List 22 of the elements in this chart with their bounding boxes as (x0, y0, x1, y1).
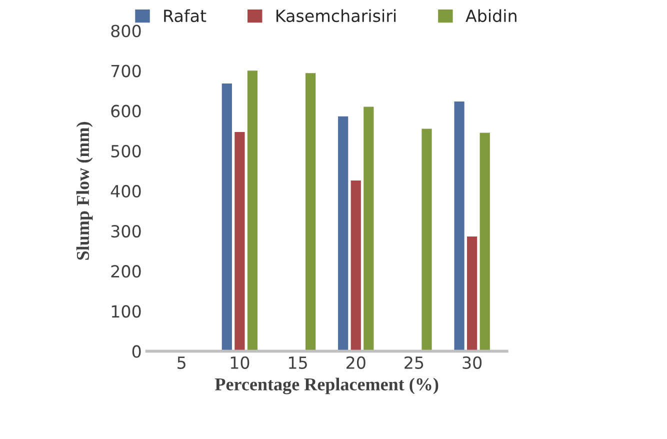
x-tick-label: 5 (178, 356, 186, 369)
y-tick-label: 200 (111, 265, 141, 278)
x-tick-label: 25 (404, 356, 424, 369)
legend-label: Kasemcharisiri (276, 9, 396, 22)
bar (420, 127, 434, 352)
y-tick-label: 300 (111, 224, 141, 238)
y-tick-label: 500 (111, 144, 141, 158)
y-tick-label: 800 (111, 24, 141, 38)
bar (304, 72, 318, 352)
x-tick-label: 15 (289, 356, 307, 369)
y-tick-label: 100 (112, 305, 141, 318)
y-axis-title: Slump Flow (mm) (76, 122, 93, 260)
x-axis-title: Percentage Replacement (%) (215, 378, 438, 394)
y-tick-label: 400 (110, 184, 141, 198)
x-tick-label: 10 (230, 356, 250, 369)
y-tick-label: 700 (111, 64, 141, 78)
legend-label: Rafat (164, 9, 206, 22)
y-tick-label: 600 (111, 104, 141, 118)
legend-label: Abidin (466, 9, 516, 22)
x-tick-label: 30 (462, 356, 482, 369)
y-tick-label: 0 (132, 345, 141, 358)
x-tick-label: 20 (346, 356, 366, 369)
